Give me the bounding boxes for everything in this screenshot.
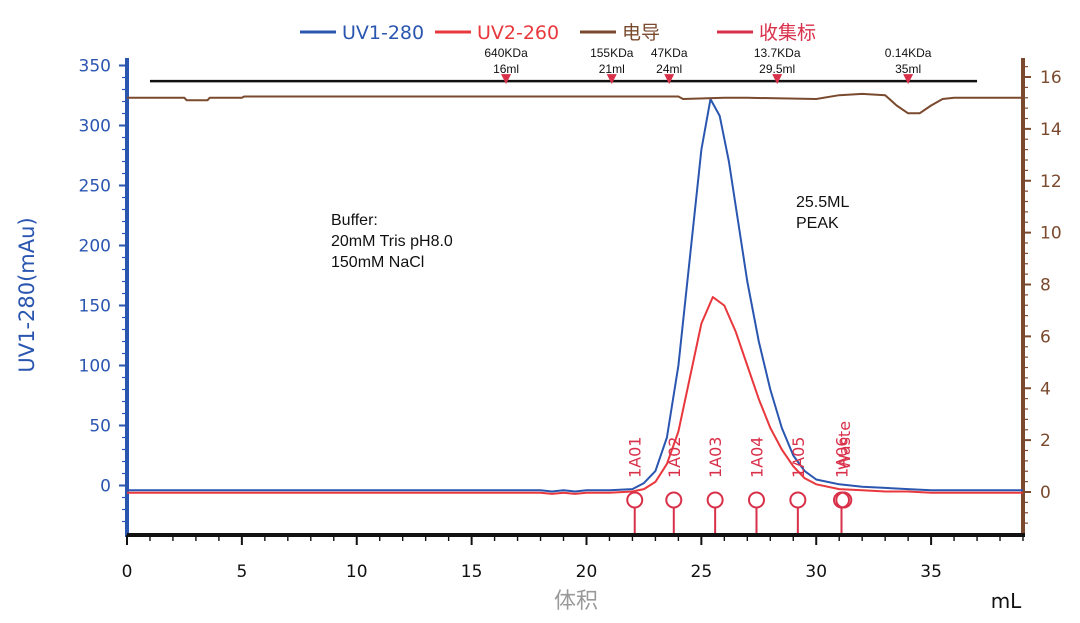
legend-label: 收集标: [759, 22, 816, 44]
y-left-tick-label: 250: [79, 177, 111, 197]
y-left-tick-label: 100: [79, 357, 111, 377]
series-uv280-line: [127, 98, 1023, 493]
x-tick-label: 25: [691, 562, 713, 582]
calibration-mw-label: 13.7KDa: [754, 46, 801, 60]
legend-label: UV1-280: [342, 22, 424, 44]
y-right-tick-label: 0: [1040, 483, 1051, 503]
legend-label: UV2-260: [477, 22, 559, 44]
legend-item: 电导: [580, 22, 660, 44]
fraction-marker: [626, 491, 644, 509]
calibration-mw-label: 0.14KDa: [885, 46, 932, 60]
fraction-marker: [665, 491, 683, 509]
y-right-tick-label: 12: [1040, 172, 1062, 192]
y-right-tick-label: 4: [1040, 379, 1051, 399]
x-tick-label: 20: [576, 562, 598, 582]
peak-annotation-line: PEAK: [796, 215, 839, 232]
fraction-label: 1A06: [833, 437, 852, 478]
x-tick-label: 15: [461, 562, 483, 582]
peak-annotation-line: 25.5ML: [796, 194, 849, 211]
calibration-volume-label: 24ml: [656, 62, 682, 76]
y-right-tick-label: 16: [1040, 68, 1062, 88]
y-right-tick-label: 8: [1040, 276, 1051, 296]
buffer-annotation-line: 20mM Tris pH8.0: [331, 233, 453, 250]
fraction-label: 1A05: [789, 437, 808, 478]
x-tick-label: 5: [236, 562, 247, 582]
calibration-mw-label: 47KDa: [651, 46, 688, 60]
y-right-tick-label: 6: [1040, 327, 1051, 347]
x-tick-label: 10: [346, 562, 368, 582]
fraction-label: 1A03: [706, 437, 725, 478]
fraction-marker: [706, 491, 724, 509]
y-right-tick-label: 10: [1040, 224, 1062, 244]
buffer-annotation-line: Buffer:: [331, 212, 378, 229]
calibration-volume-label: 29.5ml: [759, 62, 795, 76]
calibration-marker: [903, 74, 914, 85]
x-tick-label: 0: [122, 562, 133, 582]
buffer-annotation-line: 150mM NaCl: [331, 254, 424, 271]
plot-area: 640KDa 16ml 155KDa 21ml 47KDa 24ml 13.7KDa 29.5…: [127, 46, 1023, 533]
calibration-mw-label: 640KDa: [484, 46, 528, 60]
calibration-volume-label: 21ml: [599, 62, 625, 76]
y-left-tick-label: 50: [89, 417, 111, 437]
calibration-marker: [664, 74, 675, 85]
y-left-tick-label: 200: [79, 237, 111, 257]
legend-label: 电导: [622, 22, 660, 44]
calibration-marker: [772, 74, 783, 85]
y-axis-left-label: UV1-280(mAu): [15, 217, 39, 372]
y-left-tick-label: 150: [79, 297, 111, 317]
y-right-tick-label: 14: [1040, 120, 1062, 140]
y-left-tick-label: 300: [79, 117, 111, 137]
y-left-tick-label: 0: [100, 477, 111, 497]
fraction-label: 1A01: [626, 437, 645, 478]
calibration-volume-label: 35ml: [895, 62, 921, 76]
calibration-marker: [606, 74, 617, 85]
fraction-label: 1A04: [747, 437, 766, 478]
legend-item: UV2-260: [435, 22, 559, 44]
legend: UV1-280 UV2-260 电导 收集标: [300, 22, 816, 44]
series-conductivity-line: [127, 92, 1023, 115]
x-tick-label: 30: [805, 562, 827, 582]
y-left-tick-label: 350: [79, 57, 111, 77]
legend-item: UV1-280: [300, 22, 424, 44]
calibration-marker: [501, 74, 512, 85]
calibration-mw-label: 155KDa: [590, 46, 634, 60]
y-right-tick-label: 2: [1040, 431, 1051, 451]
fraction-marker: [835, 491, 853, 509]
x-axis-unit: mL: [991, 589, 1022, 613]
x-tick-label: 35: [920, 562, 942, 582]
legend-item: 收集标: [717, 22, 816, 44]
fraction-marker: [789, 491, 807, 509]
series-uv260-line: [127, 296, 1023, 495]
fraction-label: Waste: [835, 421, 854, 470]
x-axis-label: 体积: [554, 589, 598, 614]
fraction-label: 1A02: [665, 437, 684, 478]
calibration-volume-label: 16ml: [493, 62, 519, 76]
fraction-marker: [747, 491, 765, 509]
